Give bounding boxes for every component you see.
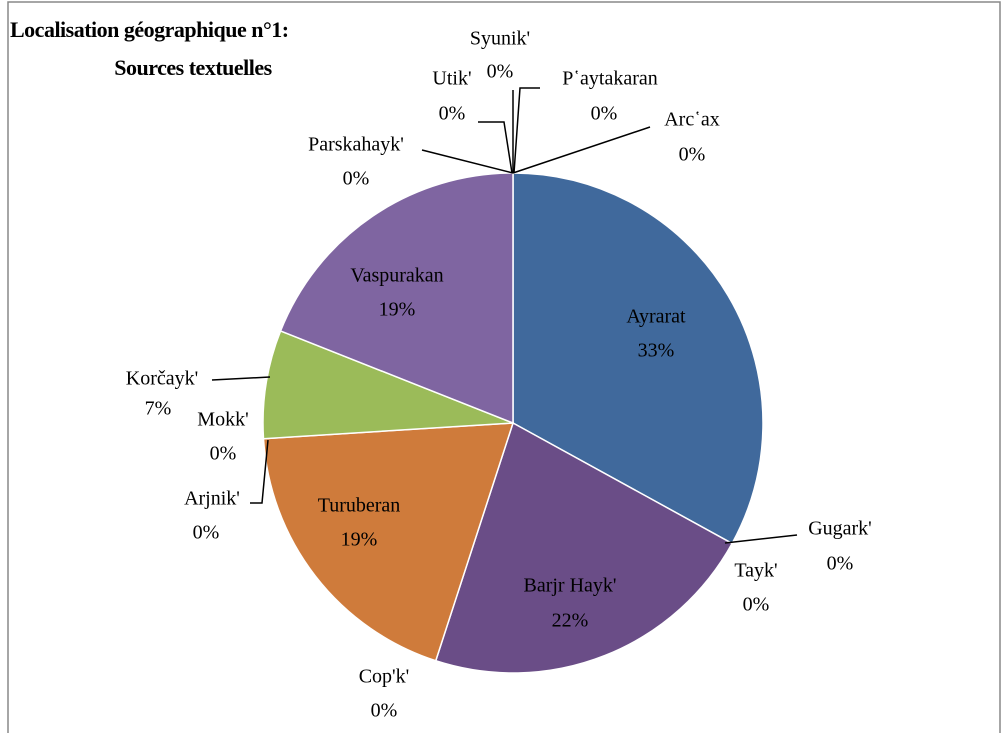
slice-label: Cop'k' [359,666,410,688]
slice-label: Syunik' [470,28,530,50]
pie-slice [434,421,734,674]
pie-slice [262,422,515,662]
value-label: 7% [145,398,172,420]
slice-label: Tayk' [734,560,777,582]
leader-line [724,534,798,544]
pie-slice [279,172,514,425]
slice-label: Gugark' [808,518,872,540]
leader-line [421,149,514,174]
leader-line [478,121,513,174]
value-label: 0% [210,443,237,465]
value-label: 0% [193,522,220,544]
slice-label: Utik' [432,68,471,90]
chart-frame [7,1,1001,733]
slice-label: Vaspurakan [350,265,443,287]
value-label: 0% [827,553,854,575]
slice-label: P῾aytakaran [562,68,658,90]
value-label: 19% [379,299,416,321]
slice-label: Barjr Hayk' [523,575,616,597]
value-label: 0% [371,700,398,722]
slice-label: Korčayk' [126,368,198,390]
leader-line [512,126,651,174]
leader-line [211,376,271,381]
value-label: 0% [439,103,466,125]
value-label: 19% [341,529,378,551]
pie-slice [262,329,514,440]
labels: Ayrarat 33% Gugark' 0% Tayk' 0% Barjr Hayk' 22%… [126,28,872,722]
slice-label: Arc῾ax [664,109,720,131]
value-label: 22% [552,610,589,632]
chart-title: Localisation géographique n°1: [10,17,289,42]
pie [262,172,764,674]
leader-line [513,87,540,174]
slice-label: Turuberan [318,495,401,517]
slice-label: Arjnik' [184,488,240,510]
value-label: 0% [743,594,770,616]
value-label: 0% [679,144,706,166]
slice-label: Ayrarat [626,306,686,328]
slice-label: Mokk' [197,409,248,431]
leader-line [250,439,269,504]
pie-slice [512,172,764,545]
chart-title: Sources textuelles [114,55,272,80]
slice-label: Parskahayk' [308,134,404,156]
value-label: 0% [591,103,618,125]
value-label: 33% [638,340,675,362]
value-label: 0% [343,168,370,190]
value-label: 0% [487,61,514,83]
